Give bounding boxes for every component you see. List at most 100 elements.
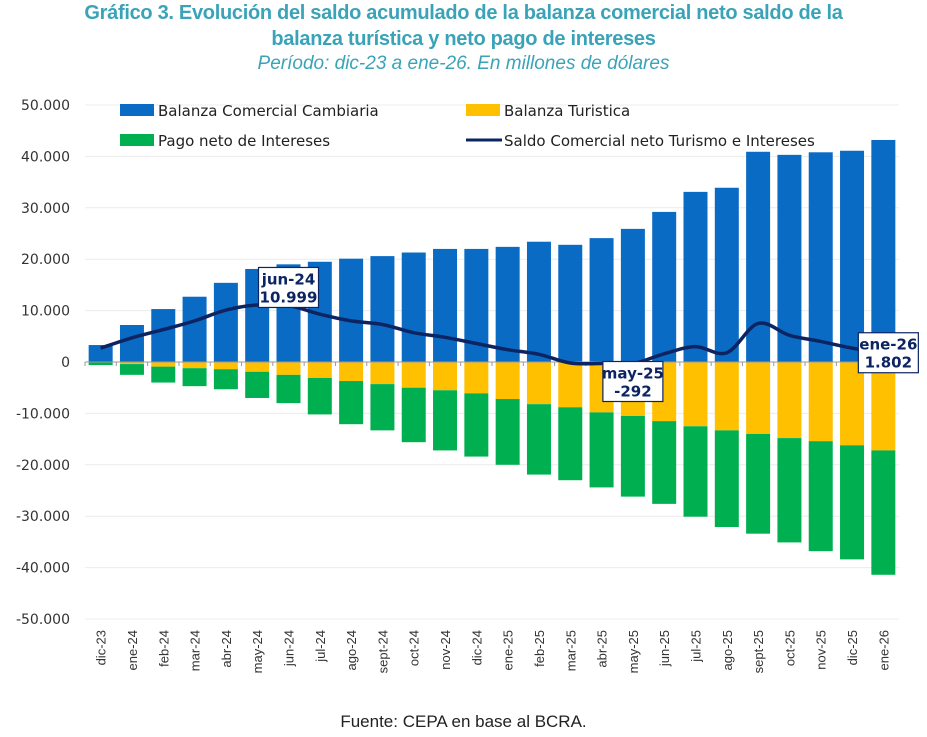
bar-turistica	[464, 362, 489, 394]
bar-intereses	[683, 426, 708, 517]
bar-group-mar-25	[558, 244, 583, 481]
bar-comercial	[714, 187, 739, 362]
y-tick-label: 50.000	[21, 98, 70, 114]
x-tick-label: sept-24	[375, 630, 390, 673]
annotation-box	[257, 266, 320, 309]
bar-turistica	[777, 362, 802, 439]
bar-group-jul-25	[683, 191, 708, 517]
y-tick-label: 30.000	[21, 201, 70, 217]
annotation-label: may-25	[602, 365, 664, 383]
y-tick-label: 20.000	[21, 252, 70, 268]
bar-turistica	[433, 362, 458, 391]
bar-group-ago-24	[339, 258, 364, 425]
y-tick-label: -20.000	[16, 458, 70, 474]
bar-group-nov-24	[433, 248, 458, 451]
x-tick-label: feb-25	[532, 630, 547, 667]
bar-group-ene-26	[871, 139, 896, 575]
bar-comercial	[213, 282, 238, 362]
stacked-bar-line-chart: 50.000 40.000 30.000 20.000 10.000 0 -10.000 -2…	[16, 98, 919, 673]
y-axis: 50.000 40.000 30.000 20.000 10.000 0 -10.000 -2…	[16, 98, 70, 628]
bar-group-ene-25	[495, 246, 520, 465]
bar-comercial	[370, 256, 395, 362]
bar-intereses	[526, 404, 551, 475]
bar-intereses	[840, 445, 865, 560]
x-tick-label: abr-24	[219, 630, 234, 668]
bar-comercial	[495, 246, 520, 362]
bar-comercial	[808, 152, 833, 362]
x-tick-label: jun-24	[282, 630, 297, 667]
bar-turistica	[339, 362, 364, 382]
x-tick-label: may-24	[250, 630, 265, 673]
x-tick-label: oct-25	[782, 630, 797, 666]
bar-intereses	[777, 438, 802, 543]
bar-turistica	[683, 362, 708, 427]
legend-item-intereses: Pago neto de Intereses	[120, 132, 330, 150]
y-tick-label: -40.000	[16, 561, 70, 577]
bar-comercial	[151, 309, 176, 362]
bar-turistica	[558, 362, 583, 408]
bar-comercial	[401, 252, 426, 362]
chart-title-line1: Gráfico 3. Evolución del saldo acumulado…	[84, 2, 843, 24]
chart-source: Fuente: CEPA en base al BCRA.	[340, 712, 587, 731]
bar-turistica	[276, 362, 301, 375]
bar-intereses	[182, 368, 207, 387]
y-tick-label: -10.000	[16, 406, 70, 422]
annotation-ene-26: ene-261.802	[857, 332, 919, 374]
bar-intereses	[464, 393, 489, 457]
bar-group-nov-25	[808, 152, 833, 552]
x-tick-label: dic-25	[845, 630, 860, 665]
bar-group-dic-24	[464, 248, 489, 457]
bar-turistica	[495, 362, 520, 400]
bar-turistica	[213, 362, 238, 370]
bar-comercial	[620, 228, 645, 362]
bar-turistica	[840, 362, 865, 446]
bar-intereses	[213, 369, 238, 390]
bar-turistica	[714, 362, 739, 431]
annotation-label: ene-26	[859, 336, 917, 354]
bar-group-abr-25	[589, 238, 614, 488]
bar-group-dic-25	[840, 150, 865, 560]
legend-item-turistica: Balanza Turistica	[466, 102, 630, 120]
bar-comercial	[339, 258, 364, 362]
y-tick-label: 40.000	[21, 149, 70, 165]
bar-group-oct-24	[401, 252, 426, 443]
annotation-box	[857, 332, 919, 374]
bar-intereses	[276, 374, 301, 404]
bar-turistica	[808, 362, 833, 442]
x-tick-label: ago-25	[720, 630, 735, 670]
bar-group-feb-24	[151, 309, 176, 383]
y-tick-label: -50.000	[16, 612, 70, 628]
bar-turistica	[526, 362, 551, 405]
bar-comercial	[558, 244, 583, 362]
saldo-line	[100, 302, 884, 367]
annotation-box	[602, 360, 664, 403]
x-tick-label: jul-25	[689, 630, 704, 663]
bar-comercial	[840, 150, 865, 362]
bar-intereses	[401, 387, 426, 443]
bar-group-sept-25	[746, 151, 771, 534]
legend-label-comercial: Balanza Comercial Cambiaria	[158, 102, 379, 120]
x-tick-label: dic-23	[94, 630, 109, 665]
bar-turistica	[370, 362, 395, 385]
bar-group-ago-25	[714, 187, 739, 527]
bar-comercial	[871, 139, 896, 362]
x-tick-label: jun-25	[657, 630, 672, 667]
legend-swatch-turistica	[466, 104, 500, 116]
bar-turistica	[401, 362, 426, 388]
bar-turistica	[245, 362, 270, 372]
bar-comercial	[88, 345, 113, 362]
legend-item-saldo: Saldo Comercial neto Turismo e Intereses	[466, 132, 815, 150]
legend: Balanza Comercial Cambiaria Balanza Turi…	[120, 102, 815, 150]
bar-group-oct-25	[777, 154, 802, 543]
legend-label-intereses: Pago neto de Intereses	[158, 132, 330, 150]
bar-intereses	[558, 407, 583, 481]
x-axis: dic-23 ene-24 feb-24 mar-24 abr-24 may-24 jun-…	[84, 361, 900, 673]
bar-turistica	[871, 362, 896, 451]
bar-group-mar-24	[182, 296, 207, 387]
x-tick-label: nov-25	[814, 630, 829, 670]
chart-title-line2: balanza turística y neto pago de interes…	[271, 28, 656, 50]
bar-intereses	[88, 362, 113, 366]
chart-header: Gráfico 3. Evolución del saldo acumulado…	[0, 0, 927, 76]
bar-comercial	[119, 324, 144, 362]
